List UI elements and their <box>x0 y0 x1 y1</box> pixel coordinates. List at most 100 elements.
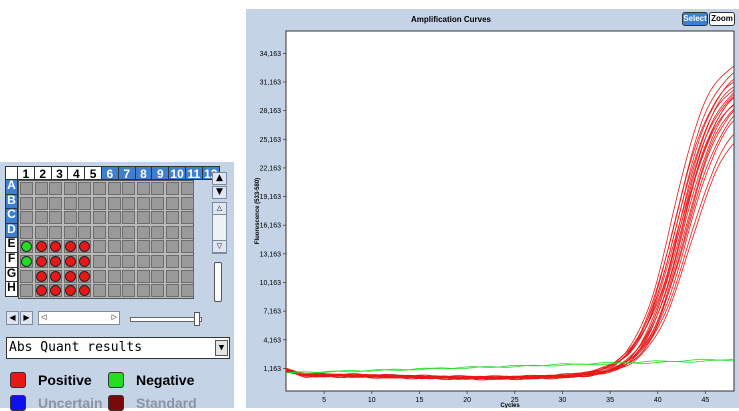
column-header-11[interactable]: 11 <box>186 166 203 181</box>
well-F1[interactable] <box>20 255 33 268</box>
row-header-B[interactable]: B <box>5 194 18 210</box>
amplification-curve[interactable] <box>286 133 734 380</box>
well-H11[interactable] <box>166 284 179 298</box>
well-F12[interactable] <box>180 255 194 268</box>
horizontal-scrollbar[interactable]: ◁ ▷ <box>38 311 120 325</box>
results-type-select[interactable]: Abs Quant results ▼ <box>6 337 230 359</box>
well-A9[interactable] <box>136 182 150 195</box>
well-D10[interactable] <box>151 225 165 239</box>
row-header-E[interactable]: E <box>5 238 18 253</box>
column-header-10[interactable]: 10 <box>169 166 186 181</box>
well-G6[interactable] <box>93 269 106 283</box>
well-F5[interactable] <box>78 255 92 268</box>
column-header-9[interactable]: 9 <box>152 166 170 181</box>
well-F10[interactable] <box>151 255 165 268</box>
well-B11[interactable] <box>166 196 179 210</box>
well-H8[interactable] <box>122 284 136 298</box>
well-A2[interactable] <box>34 182 48 195</box>
horizontal-slider-knob[interactable] <box>194 312 200 326</box>
well-A5[interactable] <box>78 182 92 195</box>
well-D3[interactable] <box>49 225 63 239</box>
well-D12[interactable] <box>180 225 194 239</box>
well-D9[interactable] <box>136 225 150 239</box>
well-F8[interactable] <box>122 255 136 268</box>
well-B3[interactable] <box>49 196 63 210</box>
well-D8[interactable] <box>122 225 136 239</box>
well-A11[interactable] <box>166 182 179 195</box>
column-header-8[interactable]: 8 <box>135 166 153 181</box>
well-A12[interactable] <box>180 182 194 195</box>
well-E11[interactable] <box>166 240 179 254</box>
row-header-G[interactable]: G <box>5 267 18 283</box>
well-F2[interactable] <box>34 255 48 268</box>
plate-select-all-corner[interactable] <box>5 166 18 180</box>
well-B1[interactable] <box>20 196 33 210</box>
well-G10[interactable] <box>151 269 165 283</box>
well-F9[interactable] <box>136 255 150 268</box>
well-E6[interactable] <box>93 240 106 254</box>
well-E7[interactable] <box>107 240 121 254</box>
amplification-curve[interactable] <box>286 120 734 380</box>
scroll-right-icon[interactable]: ▷ <box>111 313 117 321</box>
scroll-down-arrow-icon[interactable]: ▽ <box>212 240 227 253</box>
well-C12[interactable] <box>180 211 194 225</box>
well-H4[interactable] <box>63 284 77 298</box>
well-B9[interactable] <box>136 196 150 210</box>
well-E3[interactable] <box>49 240 63 254</box>
well-D5[interactable] <box>78 225 92 239</box>
zoom-mode-button[interactable]: Zoom <box>709 12 735 26</box>
well-A6[interactable] <box>93 182 106 195</box>
well-C9[interactable] <box>136 211 150 225</box>
amplification-curve[interactable] <box>286 358 734 374</box>
well-D4[interactable] <box>63 225 77 239</box>
well-E4[interactable] <box>63 240 77 254</box>
well-E8[interactable] <box>122 240 136 254</box>
scroll-top-button[interactable]: ▲ <box>212 172 227 185</box>
amplification-curve[interactable] <box>286 143 734 379</box>
plot-area[interactable] <box>285 30 735 392</box>
well-D1[interactable] <box>20 225 33 239</box>
column-header-3[interactable]: 3 <box>51 166 69 181</box>
well-A3[interactable] <box>49 182 63 195</box>
well-B2[interactable] <box>34 196 48 210</box>
well-F11[interactable] <box>166 255 179 268</box>
well-G11[interactable] <box>166 269 179 283</box>
column-header-5[interactable]: 5 <box>85 166 102 181</box>
well-D2[interactable] <box>34 225 48 239</box>
last-page-icon[interactable]: ▶ <box>20 311 33 325</box>
well-G2[interactable] <box>34 269 48 283</box>
horizontal-slider-track[interactable] <box>130 317 202 322</box>
well-G1[interactable] <box>20 269 33 283</box>
well-B8[interactable] <box>122 196 136 210</box>
well-B6[interactable] <box>93 196 106 210</box>
well-C6[interactable] <box>93 211 106 225</box>
well-G5[interactable] <box>78 269 92 283</box>
well-G9[interactable] <box>136 269 150 283</box>
well-A4[interactable] <box>63 182 77 195</box>
well-C7[interactable] <box>107 211 121 225</box>
chevron-down-icon[interactable]: ▼ <box>215 340 228 356</box>
well-E1[interactable] <box>20 240 33 254</box>
well-C2[interactable] <box>34 211 48 225</box>
well-A8[interactable] <box>122 182 136 195</box>
row-header-H[interactable]: H <box>5 281 18 297</box>
well-A1[interactable] <box>20 182 33 195</box>
well-G3[interactable] <box>49 269 63 283</box>
well-B5[interactable] <box>78 196 92 210</box>
first-page-icon[interactable]: ◀ <box>6 311 19 325</box>
well-C8[interactable] <box>122 211 136 225</box>
well-C10[interactable] <box>151 211 165 225</box>
well-grid[interactable] <box>18 180 194 299</box>
column-header-2[interactable]: 2 <box>34 166 52 181</box>
well-F7[interactable] <box>107 255 121 268</box>
well-C11[interactable] <box>166 211 179 225</box>
well-H12[interactable] <box>180 284 194 298</box>
well-C3[interactable] <box>49 211 63 225</box>
well-H5[interactable] <box>78 284 92 298</box>
well-H7[interactable] <box>107 284 121 298</box>
well-F4[interactable] <box>63 255 77 268</box>
well-B10[interactable] <box>151 196 165 210</box>
well-F3[interactable] <box>49 255 63 268</box>
well-E9[interactable] <box>136 240 150 254</box>
select-mode-button[interactable]: Select <box>682 12 708 26</box>
